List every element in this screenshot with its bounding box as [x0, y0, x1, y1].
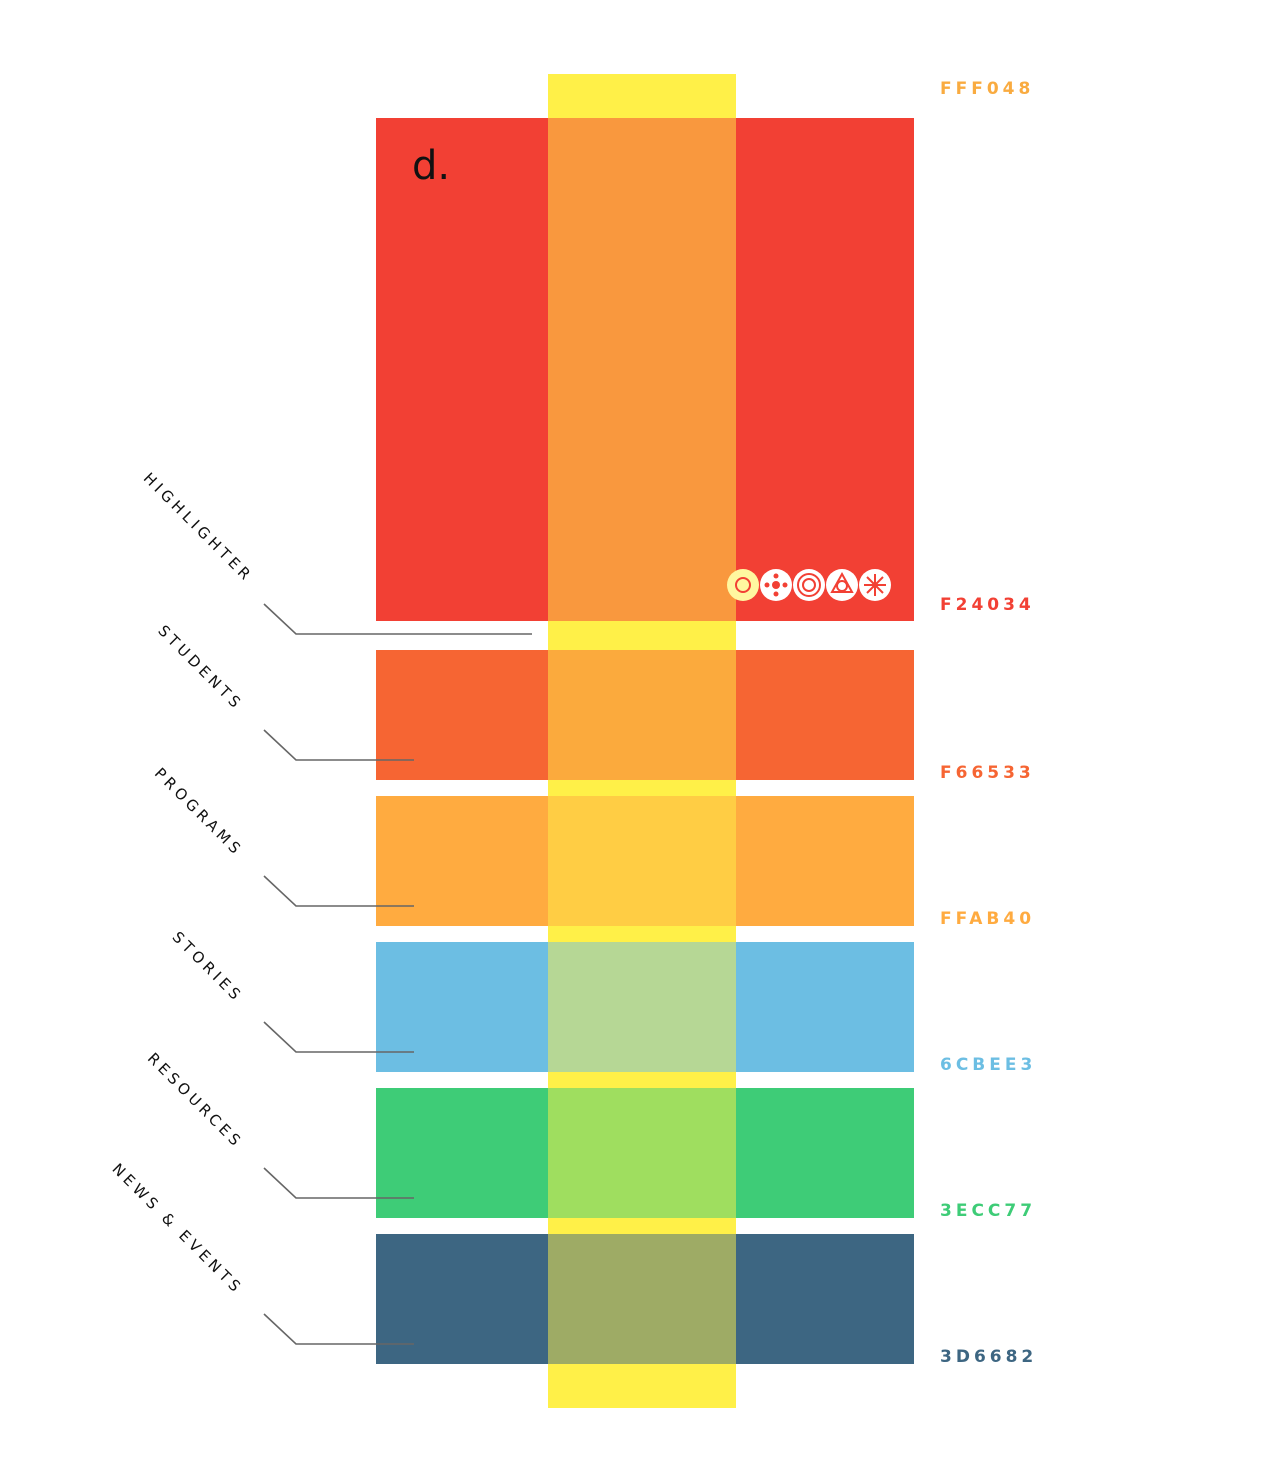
- icon-row: [727, 569, 891, 601]
- highlighter-overlay: [548, 942, 736, 1072]
- hex-code: F66533: [940, 763, 1035, 783]
- hex-code: 6CBEE3: [940, 1055, 1036, 1075]
- leader-line: [263, 1021, 414, 1053]
- leader-line: [263, 603, 532, 635]
- section-label: STUDENTS: [154, 622, 246, 714]
- highlighter-overlay: [548, 796, 736, 926]
- section-label: STORIES: [169, 928, 247, 1006]
- leader-line: [263, 1313, 414, 1345]
- section-label: PROGRAMS: [151, 764, 247, 860]
- hex-code: F24034: [940, 595, 1035, 615]
- highlighter-overlay: [548, 1234, 736, 1364]
- highlighter-overlay: [548, 650, 736, 780]
- hex-code: FFF048: [940, 79, 1034, 99]
- leader-line: [263, 729, 414, 761]
- hex-code: FFAB40: [940, 909, 1035, 929]
- section-label: RESOURCES: [144, 1049, 247, 1152]
- leader-line: [263, 1167, 414, 1199]
- highlighter-overlay: [548, 1088, 736, 1218]
- logo: d.: [412, 143, 450, 189]
- hex-code: 3ECC77: [940, 1201, 1036, 1221]
- section-label: NEWS & EVENTS: [109, 1160, 247, 1298]
- leader-line: [263, 875, 414, 907]
- hex-code: 3D6682: [940, 1347, 1037, 1367]
- highlighter-overlay: [548, 118, 736, 621]
- section-label: HIGHLIGHTER: [140, 469, 257, 586]
